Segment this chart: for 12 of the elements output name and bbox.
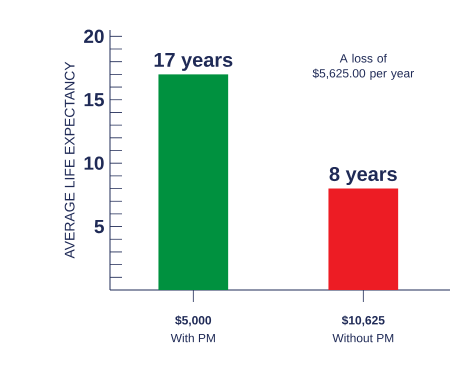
y-tick-label: 10 bbox=[84, 156, 104, 170]
data-label: 17 years bbox=[154, 53, 232, 71]
y-axis-title: AVERAGE LIFE EXPECTANCY bbox=[64, 62, 75, 259]
x-tick-label: With PM bbox=[170, 334, 215, 342]
y-tick-label: 15 bbox=[84, 93, 104, 106]
y-tick-label: 20 bbox=[84, 30, 104, 44]
annotation: A loss of $5,625.00 per year bbox=[312, 54, 414, 80]
annotation: $5,000 bbox=[175, 316, 212, 326]
annotation: $10,625 bbox=[342, 316, 385, 326]
data-label: 8 years bbox=[330, 166, 397, 186]
y-tick-label: 5 bbox=[94, 220, 104, 234]
x-tick-label: Without PM bbox=[332, 334, 394, 342]
